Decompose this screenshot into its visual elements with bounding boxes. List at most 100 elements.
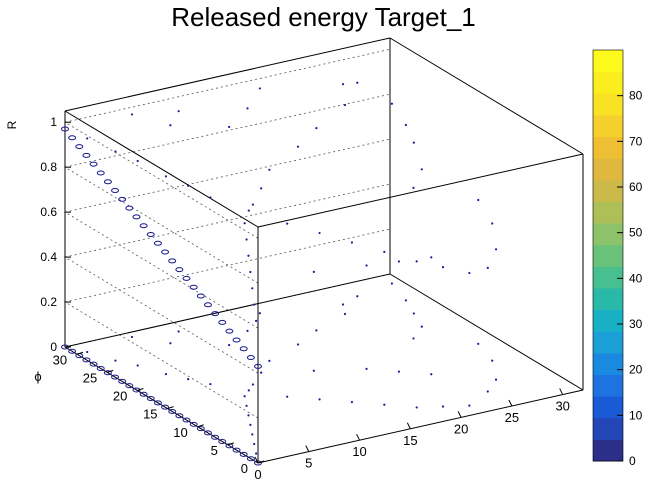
z-tick-label: 0 [50, 340, 57, 354]
band-marker [189, 284, 198, 290]
band-floor-marker [111, 374, 120, 380]
band-marker [146, 231, 155, 237]
data-point-shadow [209, 382, 212, 386]
data-point [404, 123, 407, 127]
colorbar-frame [592, 49, 624, 462]
box-edge [257, 389, 584, 464]
z-gridline [63, 273, 391, 464]
colorbar-tick-label: 70 [629, 134, 643, 148]
z-gridline [63, 183, 391, 374]
band-floor-marker [239, 451, 248, 457]
chart-title: Released energy Target_1 [171, 2, 476, 32]
y-tick-label: 25 [83, 370, 97, 385]
band-marker [139, 223, 148, 229]
box-edge [389, 273, 584, 391]
y-tick [197, 424, 204, 428]
y-tick [227, 442, 235, 446]
data-point [477, 198, 480, 202]
x-tick-label: 5 [305, 456, 312, 471]
data-point-shadow [383, 403, 386, 406]
band-marker [168, 258, 177, 264]
band-marker [175, 267, 184, 273]
data-point [247, 209, 250, 212]
y-tick-label: 5 [211, 443, 218, 458]
band-floor-marker [175, 413, 184, 419]
x-tick [406, 422, 411, 430]
x-tick-label: 0 [254, 467, 261, 482]
data-point [164, 175, 168, 178]
band-floor-marker [68, 348, 77, 354]
data-point-shadow [365, 367, 368, 371]
band-floor-marker [254, 460, 262, 466]
data-point [177, 110, 180, 113]
colorbar-tick-label: 60 [629, 180, 643, 194]
data-point-shadow [296, 343, 300, 346]
data-point [86, 137, 89, 140]
data-point [227, 125, 231, 129]
data-point [312, 270, 315, 273]
data-point-shadow [136, 364, 139, 367]
band-floor-marker [189, 421, 198, 427]
data-point [243, 222, 246, 225]
band-floor-marker [103, 370, 112, 376]
data-point [245, 238, 248, 241]
colorbar-tick-label: 10 [629, 408, 643, 422]
data-point [260, 187, 263, 190]
y-tick [257, 460, 265, 464]
colorbar-band [593, 417, 623, 440]
data-point-shadow [177, 330, 180, 333]
colorbar-band [593, 287, 623, 311]
data-point [343, 103, 347, 107]
colorbar-band [593, 136, 623, 159]
data-point [130, 113, 134, 116]
y-tick-label: 10 [173, 425, 187, 440]
data-point [341, 83, 345, 86]
band-marker [68, 135, 77, 141]
colorbar-band [593, 223, 623, 246]
data-point-shadow [247, 389, 250, 392]
band-floor-marker [211, 434, 220, 440]
band-marker [239, 346, 248, 352]
colorbar-band [593, 309, 623, 332]
data-point-shadow [86, 350, 89, 354]
band-marker [153, 240, 162, 246]
band-floor-marker [153, 400, 162, 406]
x-tick [508, 399, 513, 407]
band-marker [218, 319, 227, 325]
data-point-shadow [243, 395, 246, 398]
x-tick-label: 20 [454, 421, 468, 436]
data-point [390, 102, 394, 105]
data-point-shadow [114, 359, 117, 362]
data-point-shadow [249, 423, 252, 426]
data-point-shadow [397, 370, 401, 373]
data-point-shadow [258, 312, 261, 315]
band-floor-marker [246, 456, 255, 462]
data-point [268, 168, 271, 171]
band-floor-marker [146, 396, 155, 402]
data-point-shadow [420, 325, 423, 328]
colorbar-band [593, 93, 623, 116]
colorbar-tick-label: 80 [629, 89, 643, 103]
data-point [296, 145, 300, 148]
data-point-shadow [468, 404, 471, 407]
x-tick [457, 411, 462, 418]
data-point-shadow [315, 329, 318, 332]
data-point-shadow [247, 414, 250, 417]
box-edge [389, 37, 584, 155]
x-tick [254, 456, 259, 464]
data-point [420, 168, 423, 171]
colorbar-band [593, 396, 623, 419]
colorbar-band [593, 244, 623, 267]
band-marker [225, 328, 234, 334]
band-floor-marker [225, 443, 234, 449]
z-tick-label: 1 [50, 115, 57, 129]
data-point-shadow [169, 342, 172, 345]
y-tick [167, 406, 174, 410]
data-point-shadow [251, 383, 255, 386]
colorbar-tick-label: 20 [629, 363, 643, 377]
band-marker [196, 293, 205, 299]
y-axis-label: ϕ [34, 369, 41, 384]
band-marker [96, 170, 105, 176]
data-point [494, 248, 498, 251]
data-point [169, 124, 172, 127]
